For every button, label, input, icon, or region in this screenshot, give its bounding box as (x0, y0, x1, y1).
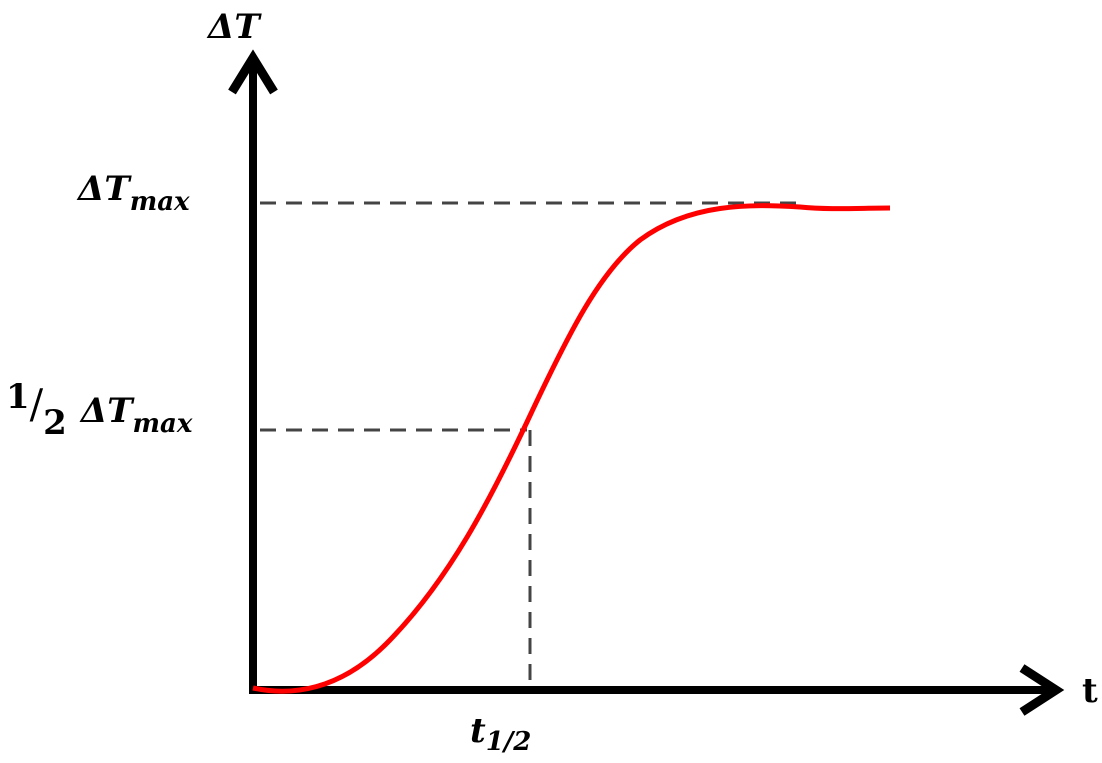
half-denominator: 2 (43, 403, 67, 443)
half-numerator: 1 (6, 377, 30, 417)
y-axis-arrow (228, 49, 278, 95)
max-label: ΔTmax (76, 169, 190, 217)
x-axis-arrow (1019, 664, 1065, 716)
y-axis-label: ΔT (206, 7, 262, 47)
y-axis-symbol: ΔT (206, 7, 262, 47)
half-slash: / (30, 382, 44, 428)
t-half-symbol: t (470, 711, 486, 751)
sigmoid-curve (252, 203, 891, 694)
max-symbol: ΔT (76, 169, 132, 209)
max-subscript: max (130, 187, 190, 217)
t-half-label: t1/2 (470, 711, 531, 757)
t-half-subscript: 1/2 (486, 727, 532, 757)
half-subscript: max (133, 409, 193, 439)
x-axis-symbol: t (1082, 671, 1098, 711)
half-symbol: ΔT (79, 391, 135, 431)
x-axis-label: t (1082, 671, 1098, 711)
half-label: 1/2 ΔTmax (6, 377, 193, 443)
